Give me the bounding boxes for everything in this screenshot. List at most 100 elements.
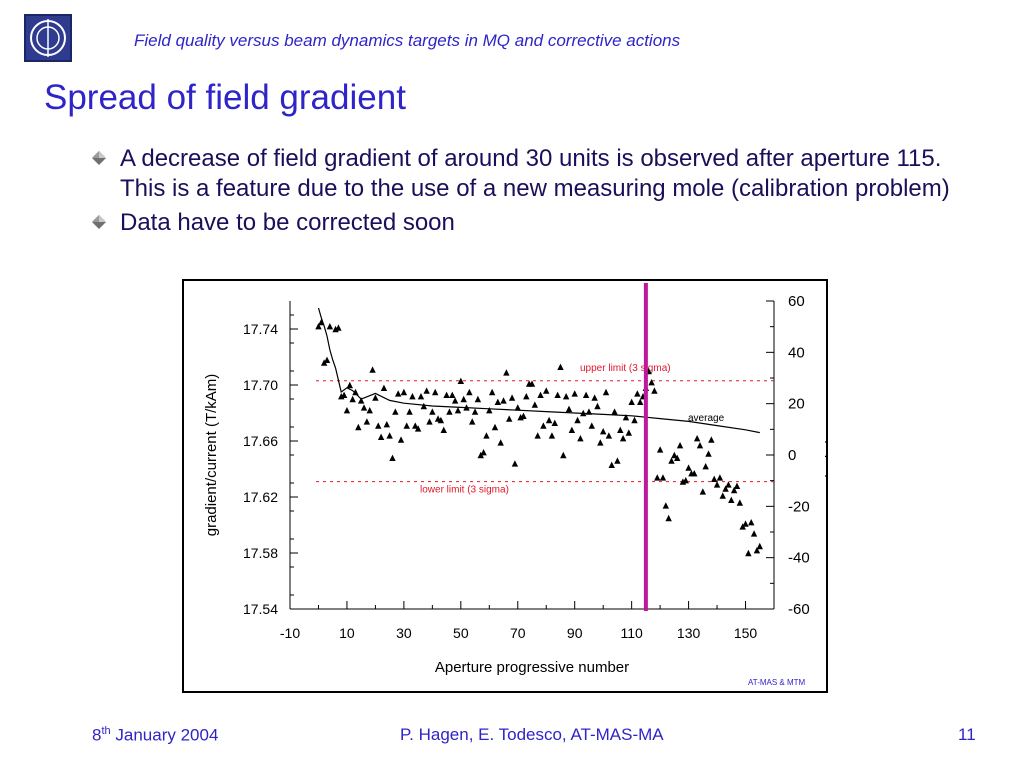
data-point xyxy=(582,391,590,398)
data-point xyxy=(417,393,425,400)
data-point xyxy=(343,407,351,414)
data-point xyxy=(614,457,621,464)
data-point xyxy=(491,423,499,431)
data-point xyxy=(523,393,530,400)
y2-tick-label: 40 xyxy=(788,344,805,361)
data-point xyxy=(375,422,382,429)
data-point xyxy=(577,435,584,442)
data-point xyxy=(676,442,684,449)
data-point xyxy=(429,408,436,415)
data-point xyxy=(466,388,473,396)
data-point xyxy=(748,519,755,526)
data-point xyxy=(597,439,604,446)
data-point xyxy=(594,402,601,410)
data-point xyxy=(562,393,570,400)
data-point xyxy=(352,388,359,396)
x-tick-label: 90 xyxy=(567,625,583,641)
data-point xyxy=(585,408,593,415)
data-point xyxy=(705,450,712,457)
data-point xyxy=(454,407,462,414)
data-point xyxy=(414,425,422,432)
data-point xyxy=(392,408,399,415)
data-point xyxy=(500,397,507,404)
data-point xyxy=(369,366,376,373)
y-tick-label: 17.74 xyxy=(243,321,278,337)
data-point xyxy=(409,393,416,400)
data-point xyxy=(725,481,732,488)
y2-tick-label: 20 xyxy=(788,396,805,413)
x-tick-label: 70 xyxy=(510,625,526,641)
data-point xyxy=(571,390,578,397)
y-tick-label: 17.66 xyxy=(243,433,278,449)
data-point xyxy=(659,474,667,481)
data-point xyxy=(486,407,493,414)
data-point xyxy=(580,409,587,417)
bullet-text: A decrease of field gradient of around 3… xyxy=(120,145,950,202)
data-point xyxy=(753,547,761,554)
data-point xyxy=(514,404,521,411)
data-point xyxy=(634,390,641,397)
chart-frame: 17.54 17.58 17.62 17.66 17.70 17.74 -60 -40 -20 0… xyxy=(182,279,828,693)
data-point xyxy=(728,496,735,503)
y2-tick-label: 0 xyxy=(788,447,796,464)
data-point xyxy=(380,384,388,391)
bullet-text: Data have to be corrected soon xyxy=(120,209,455,236)
data-point xyxy=(599,428,607,435)
data-point xyxy=(355,423,362,431)
data-point xyxy=(357,397,365,404)
diamond-bullet-icon xyxy=(92,215,106,229)
data-point xyxy=(545,416,553,424)
y2-tick-label: -40 xyxy=(788,550,810,567)
data-point xyxy=(360,404,368,411)
data-point xyxy=(722,485,729,492)
data-point xyxy=(611,408,618,415)
data-point xyxy=(548,432,556,439)
data-point xyxy=(318,318,325,326)
data-point xyxy=(674,454,681,461)
diamond-bullet-icon xyxy=(92,151,106,165)
data-point xyxy=(426,418,433,425)
data-point xyxy=(713,481,721,488)
y-axis-label: gradient/current (T/kAm) xyxy=(203,374,220,537)
data-point xyxy=(648,379,655,386)
bullet-item: A decrease of field gradient of around 3… xyxy=(90,144,970,204)
data-point xyxy=(437,416,445,424)
data-point xyxy=(420,402,428,410)
bullet-list: A decrease of field gradient of around 3… xyxy=(90,144,970,242)
data-point xyxy=(554,391,561,398)
data-point xyxy=(622,414,630,421)
data-point xyxy=(451,397,459,404)
data-point xyxy=(588,422,595,429)
data-point xyxy=(631,416,638,424)
data-point xyxy=(662,502,670,509)
data-point xyxy=(543,387,550,394)
data-point xyxy=(708,436,715,443)
data-point xyxy=(497,439,504,446)
credit-label: AT-MAS & MTM xyxy=(748,678,806,687)
data-point xyxy=(372,394,379,401)
data-point xyxy=(315,323,322,330)
data-point xyxy=(443,391,450,398)
data-point xyxy=(397,436,405,443)
x-tick-label: 30 xyxy=(396,625,412,641)
data-point xyxy=(446,408,453,415)
data-point xyxy=(656,446,664,453)
data-point xyxy=(750,530,758,537)
data-point xyxy=(440,426,447,433)
data-point xyxy=(528,380,536,387)
data-point xyxy=(540,422,547,429)
data-point xyxy=(565,405,573,412)
data-point xyxy=(716,474,724,481)
data-point xyxy=(531,401,539,408)
bullet-item: Data have to be corrected soon xyxy=(90,208,970,238)
y2-tick-label: -20 xyxy=(788,498,810,515)
data-point xyxy=(699,488,707,495)
data-point xyxy=(469,418,476,425)
data-point xyxy=(389,454,396,461)
cern-logo-icon xyxy=(24,14,72,62)
data-point xyxy=(557,363,564,370)
upper-limit-label: upper limit (3 sigma) xyxy=(580,363,671,374)
data-point xyxy=(346,381,353,389)
lower-limit-label: lower limit (3 sigma) xyxy=(420,485,509,496)
x-tick-label: 130 xyxy=(677,625,701,641)
